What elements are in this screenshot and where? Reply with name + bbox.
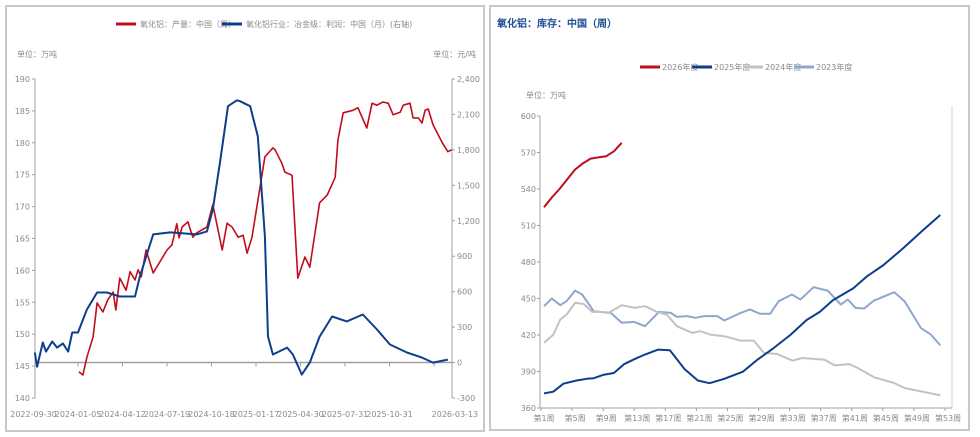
inventory-x-tick-label: 第53周 <box>935 413 961 423</box>
right-y-tick-label: 1,800 <box>457 146 480 155</box>
inventory-y-tick-label: 420 <box>521 331 536 340</box>
right-y-tick-label: -300 <box>457 394 475 403</box>
right-y-tick-label: 300 <box>457 323 472 332</box>
inventory-series-line-2023 <box>543 286 942 346</box>
left-y-tick-label: 145 <box>15 362 30 371</box>
x-tick-label: 2022-09-30 <box>10 410 57 419</box>
inventory-x-tick-label: 第49周 <box>904 413 930 423</box>
x-tick-label: 2024-07-19 <box>144 410 191 419</box>
inventory-series-line-2024 <box>543 301 941 397</box>
inventory-y-tick-label: 480 <box>521 258 536 267</box>
inventory-x-tick-label: 第5周 <box>565 413 586 423</box>
left-y-tick-label: 185 <box>15 107 30 116</box>
inventory-chart-title: 氧化铝：库存：中国（周） <box>496 17 617 30</box>
inventory-x-tick-label: 第37周 <box>811 413 837 423</box>
right-axis-unit-label: 单位：元/吨 <box>433 49 476 59</box>
x-tick-label: 2025-07-31 <box>322 410 369 419</box>
inventory-x-tick-label: 第13周 <box>624 413 650 423</box>
inventory-x-tick-label: 第25周 <box>717 413 743 423</box>
left-y-tick-label: 140 <box>15 394 30 403</box>
legend-label-2025: 2025年度 <box>714 62 750 72</box>
x-tick-label: 2025-01-17 <box>233 410 280 419</box>
legend-label-profit: 氧化铝行业：冶金级：利润：中国（月）(右轴) <box>246 19 412 29</box>
left-axis-unit-label: 单位：万吨 <box>17 49 57 59</box>
left-y-tick-label: 165 <box>15 235 30 244</box>
inventory-x-tick-label: 第45周 <box>873 413 899 423</box>
right-y-tick-label: 1,200 <box>457 217 480 226</box>
right-y-tick-label: 900 <box>457 252 472 261</box>
left-y-tick-label: 155 <box>15 298 30 307</box>
inventory-y-tick-label: 510 <box>521 222 536 231</box>
right-legend: 2026年度 2025年度 2024年度 2023年度 <box>640 62 852 72</box>
inventory-y-tick-label: 600 <box>521 112 536 121</box>
production-series-line <box>78 101 453 376</box>
inventory-x-tick-label: 第17周 <box>655 413 681 423</box>
profit-series-line <box>33 99 448 376</box>
inventory-chart-panel <box>489 5 970 431</box>
inventory-y-tick-label: 360 <box>521 404 536 413</box>
left-y-tick-label: 180 <box>15 139 30 148</box>
right-y-tick-label: 0 <box>457 359 462 368</box>
right-y-tick-label: 2,400 <box>457 75 480 84</box>
x-tick-label: 2026-03-13 <box>432 410 479 419</box>
legend-label-2026: 2026年度 <box>662 62 698 72</box>
inventory-x-tick-label: 第33周 <box>780 413 806 423</box>
inventory-series-line-2025 <box>543 214 941 395</box>
inventory-x-tick-label: 第1周 <box>533 413 554 423</box>
x-tick-label: 2024-01-05 <box>55 410 102 419</box>
legend-label-production: 氧化铝：产量：中国（周） <box>140 19 236 29</box>
inventory-unit-label: 单位：万吨 <box>526 90 566 100</box>
legend-label-2024: 2024年度 <box>765 62 801 72</box>
left-legend: 氧化铝：产量：中国（周） 氧化铝行业：冶金级：利润：中国（月）(右轴) <box>116 19 412 29</box>
inventory-y-tick-label: 540 <box>521 185 536 194</box>
x-tick-label: 2024-04-12 <box>99 410 146 419</box>
left-y-tick-label: 170 <box>15 203 30 212</box>
right-y-tick-label: 1,500 <box>457 181 480 190</box>
inventory-x-tick-label: 第41周 <box>842 413 868 423</box>
right-y-tick-label: 2,100 <box>457 110 480 119</box>
inventory-x-tick-label: 第21周 <box>686 413 712 423</box>
x-tick-label: 2025-04-30 <box>277 410 324 419</box>
inventory-series-line-2026 <box>543 142 623 208</box>
inventory-x-tick-label: 第9周 <box>596 413 617 423</box>
inventory-y-tick-label: 450 <box>521 295 536 304</box>
x-tick-label: 2025-10-31 <box>366 410 413 419</box>
left-y-tick-label: 160 <box>15 266 30 275</box>
left-y-tick-label: 190 <box>15 75 30 84</box>
inventory-x-tick-label: 第29周 <box>748 413 774 423</box>
production-profit-chart-panel <box>5 5 485 432</box>
left-y-tick-label: 150 <box>15 330 30 339</box>
x-tick-label: 2024-10-18 <box>188 410 235 419</box>
left-y-tick-label: 175 <box>15 171 30 180</box>
right-y-tick-label: 600 <box>457 288 472 297</box>
legend-label-2023: 2023年度 <box>816 62 852 72</box>
inventory-y-tick-label: 390 <box>521 368 536 377</box>
inventory-y-tick-label: 570 <box>521 149 536 158</box>
